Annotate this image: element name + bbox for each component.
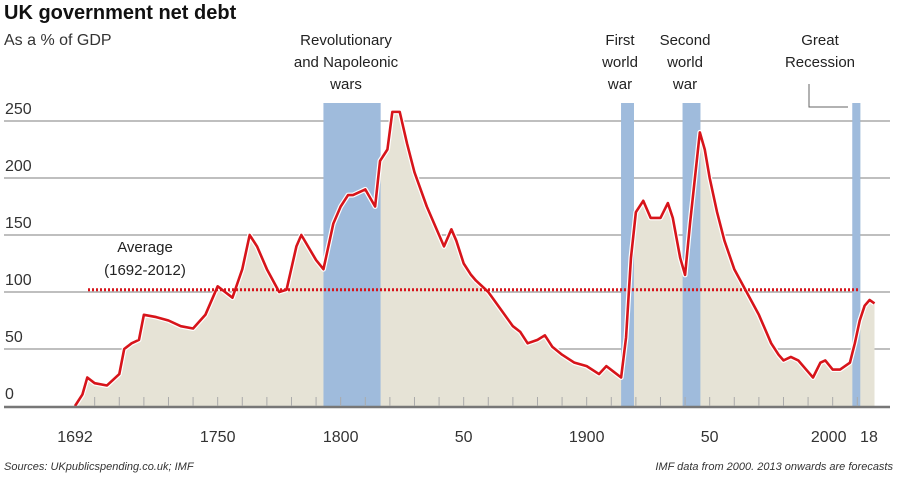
x-tick-label: 1900 xyxy=(569,429,605,446)
shaded-period-label: Second xyxy=(660,32,711,49)
shaded-period-label: wars xyxy=(329,76,362,93)
shaded-period-label: Great xyxy=(801,32,839,49)
shaded-period-label: war xyxy=(607,76,632,93)
shaded-period-label: world xyxy=(666,54,703,71)
shaded-period-label: Recession xyxy=(785,54,855,71)
chart-title: UK government net debt xyxy=(4,2,237,24)
x-tick-label: 50 xyxy=(455,429,473,446)
y-tick-label: 150 xyxy=(5,215,32,232)
average-period-label: (1692-2012) xyxy=(104,262,186,279)
shaded-period-overlay xyxy=(323,103,381,406)
y-tick-label: 200 xyxy=(5,158,32,175)
debt-area xyxy=(75,111,875,406)
y-tick-label: 100 xyxy=(5,272,32,289)
x-tick-label: 18 xyxy=(860,429,878,446)
shaded-period-label: First xyxy=(605,32,635,49)
y-tick-label: 50 xyxy=(5,329,23,346)
shaded-period-label: and Napoleonic xyxy=(294,54,399,71)
great-recession-leader-line xyxy=(808,84,848,108)
shaded-period-label: world xyxy=(601,54,638,71)
shaded-period-label: Revolutionary xyxy=(300,32,392,49)
source-note: Sources: UKpublicspending.co.uk; IMF xyxy=(4,461,195,473)
chart-subtitle: As a % of GDP xyxy=(4,32,112,49)
y-tick-label: 250 xyxy=(5,101,32,118)
shaded-period-label: war xyxy=(672,76,697,93)
shaded-period-overlay xyxy=(852,103,861,406)
x-tick-label: 2000 xyxy=(811,429,847,446)
x-tick-label: 1692 xyxy=(57,429,93,446)
forecast-note: IMF data from 2000. 2013 onwards are for… xyxy=(655,461,893,473)
x-tick-label: 1750 xyxy=(200,429,236,446)
average-label: Average xyxy=(117,239,173,256)
x-tick-label: 50 xyxy=(701,429,719,446)
x-tick-label: 1800 xyxy=(323,429,359,446)
y-tick-label: 0 xyxy=(5,386,14,403)
